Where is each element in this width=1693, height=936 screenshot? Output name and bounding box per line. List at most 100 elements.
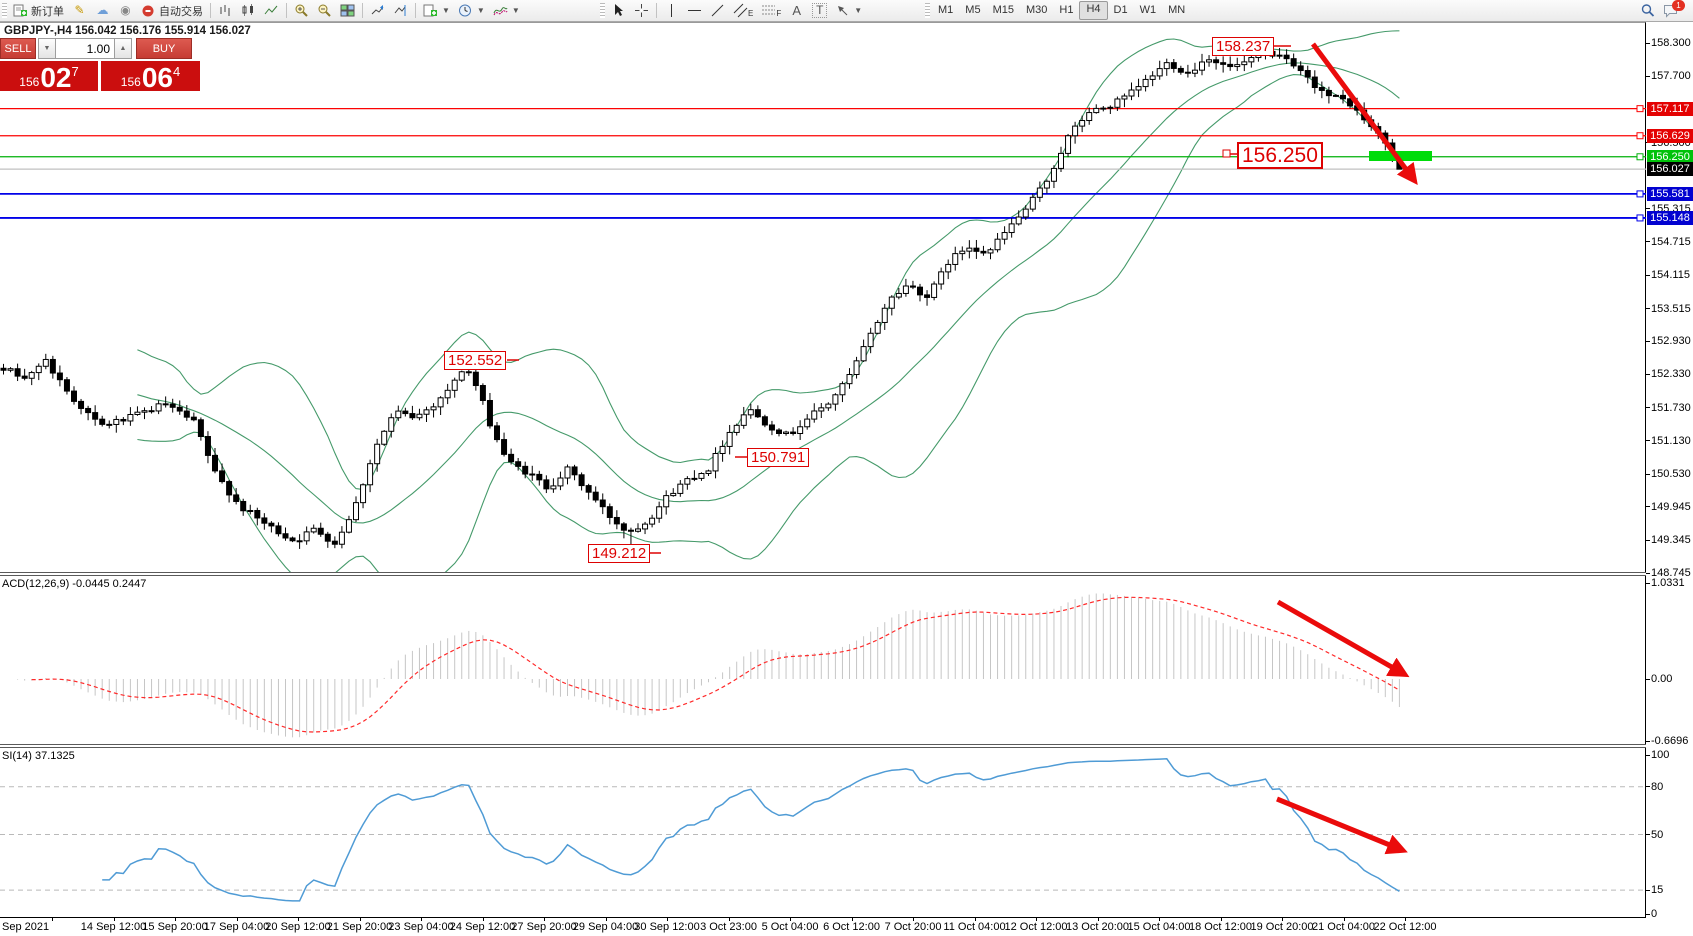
- price-annotation[interactable]: 158.237: [1212, 37, 1275, 56]
- price-axis-tick: [1646, 208, 1650, 210]
- annotation-handle[interactable]: [1222, 149, 1231, 158]
- crayon-button[interactable]: ✎: [68, 1, 91, 20]
- autotrading-button[interactable]: 自动交易: [137, 1, 207, 20]
- candle-body: [331, 540, 338, 545]
- timeframe-button-m15[interactable]: M15: [992, 4, 1014, 16]
- candlesticks[interactable]: [0, 43, 1403, 549]
- candle-body: [1311, 76, 1318, 89]
- macd-panel-canvas[interactable]: [0, 577, 1646, 744]
- candle-body: [747, 409, 754, 416]
- search-button[interactable]: [1636, 1, 1659, 20]
- chart-shift-button[interactable]: [389, 1, 412, 20]
- candle-body: [1318, 87, 1325, 91]
- timeframe-button-h1[interactable]: H1: [1059, 4, 1074, 16]
- candle-body: [712, 453, 719, 472]
- price-annotation[interactable]: 156.250: [1237, 142, 1323, 169]
- rsi-panel-separator[interactable]: [0, 744, 1646, 748]
- candle-body: [1199, 61, 1205, 71]
- rsi-panel-canvas[interactable]: [0, 749, 1646, 917]
- price-axis-badge: 156.629: [1647, 128, 1693, 143]
- price-axis-tick: [1646, 473, 1650, 475]
- timeframe-button-d1[interactable]: D1: [1113, 4, 1128, 16]
- zoom-out-button[interactable]: [313, 1, 336, 20]
- indicators-button[interactable]: ▼: [419, 1, 454, 20]
- line-handle[interactable]: [1636, 132, 1644, 140]
- new-order-button[interactable]: 新订单: [9, 1, 68, 20]
- volume-down-button[interactable]: ▼: [38, 38, 56, 59]
- price-axis-badge: 156.250: [1647, 149, 1693, 164]
- line-handle[interactable]: [1636, 214, 1644, 222]
- sell-button[interactable]: SELL: [0, 38, 36, 59]
- horizontal-line-button[interactable]: [683, 1, 706, 20]
- price-chart-canvas[interactable]: [0, 22, 1646, 572]
- price-annotation[interactable]: 152.552: [444, 351, 507, 370]
- candle-body: [888, 296, 895, 309]
- templates-button[interactable]: ▼: [489, 1, 524, 20]
- timeframe-button-w1[interactable]: W1: [1139, 4, 1157, 16]
- tile-windows-button[interactable]: [336, 1, 359, 20]
- volume-up-button[interactable]: ▲: [114, 38, 132, 59]
- timeframe-button-m5[interactable]: M5: [965, 4, 981, 16]
- toolbar-grip[interactable]: [600, 3, 605, 18]
- volume-field[interactable]: 1.00: [56, 38, 114, 59]
- notifications-button[interactable]: 1: [1659, 0, 1687, 20]
- timeframe-button-h4[interactable]: H4: [1079, 1, 1108, 20]
- trendline-button[interactable]: [706, 1, 729, 20]
- candle-body: [197, 419, 204, 437]
- candle-body: [508, 453, 515, 463]
- arrows-tool-button[interactable]: ▼: [831, 1, 866, 20]
- time-axis-tick: [421, 918, 422, 921]
- bar-chart-button[interactable]: [214, 1, 237, 20]
- cursor-button[interactable]: [607, 1, 630, 20]
- sell-quote-main: 02: [40, 62, 72, 93]
- toolbar-grip[interactable]: [2, 3, 7, 18]
- macd-panel-separator[interactable]: [0, 572, 1646, 576]
- fibonacci-button[interactable]: F: [757, 1, 785, 20]
- zoom-in-button[interactable]: [290, 1, 313, 20]
- line-handle[interactable]: [1636, 190, 1644, 198]
- line-handle[interactable]: [1636, 153, 1644, 161]
- timeframe-button-m30[interactable]: M30: [1025, 4, 1048, 16]
- support-highlight-bar[interactable]: [1369, 151, 1432, 161]
- price-axis-tick: [1646, 42, 1650, 44]
- text-tool-button[interactable]: A: [785, 1, 808, 20]
- candle-body: [867, 332, 874, 348]
- chart-shift-icon: [394, 5, 406, 16]
- candle-chart-button[interactable]: [237, 1, 260, 20]
- fibonacci-glyph: F: [776, 9, 782, 18]
- time-axis-label: 19 Oct 20:00: [1250, 921, 1314, 933]
- text-label-button[interactable]: T: [808, 1, 831, 20]
- sell-quote[interactable]: 156 02 7: [0, 61, 98, 93]
- signals-button[interactable]: ◉: [114, 1, 137, 20]
- toolbar-separator: [362, 3, 363, 18]
- line-chart-button[interactable]: [260, 1, 283, 20]
- time-axis-label: Sep 2021: [2, 921, 50, 933]
- crosshair-button[interactable]: [630, 1, 653, 20]
- candle-body: [49, 358, 56, 374]
- arrows-tool-icon: [838, 6, 848, 16]
- auto-scroll-button[interactable]: [366, 1, 389, 20]
- price-annotation[interactable]: 149.212: [588, 544, 651, 563]
- search-icon: [1641, 4, 1655, 17]
- mql-community-button[interactable]: ☁: [91, 1, 114, 20]
- time-axis-label: 14 Sep 12:00: [80, 921, 147, 933]
- trend-arrow[interactable]: [1310, 42, 1418, 186]
- timeframe-button-m1[interactable]: M1: [938, 4, 954, 16]
- trend-arrow[interactable]: [1276, 796, 1408, 855]
- line-handle[interactable]: [1636, 105, 1644, 113]
- toolbar-standard-group: 新订单 ✎ ☁ ◉ 自动交易 ▼ ▼ ▼: [2, 0, 524, 21]
- periods-button[interactable]: ▼: [454, 1, 489, 20]
- timeframe-button-mn[interactable]: MN: [1168, 4, 1186, 16]
- candle-body: [564, 466, 571, 479]
- buy-button[interactable]: BUY: [136, 38, 192, 59]
- candle-body: [987, 249, 994, 254]
- vertical-line-button[interactable]: [660, 1, 683, 20]
- candle-body: [578, 474, 585, 487]
- trend-arrow[interactable]: [1276, 599, 1410, 678]
- time-axis-tick: [913, 918, 914, 921]
- buy-quote[interactable]: 156 06 4: [101, 61, 200, 92]
- candle-body: [902, 285, 909, 294]
- equidistant-channel-button[interactable]: E: [729, 1, 757, 20]
- price-annotation[interactable]: 150.791: [747, 448, 810, 467]
- toolbar-grip[interactable]: [925, 3, 930, 18]
